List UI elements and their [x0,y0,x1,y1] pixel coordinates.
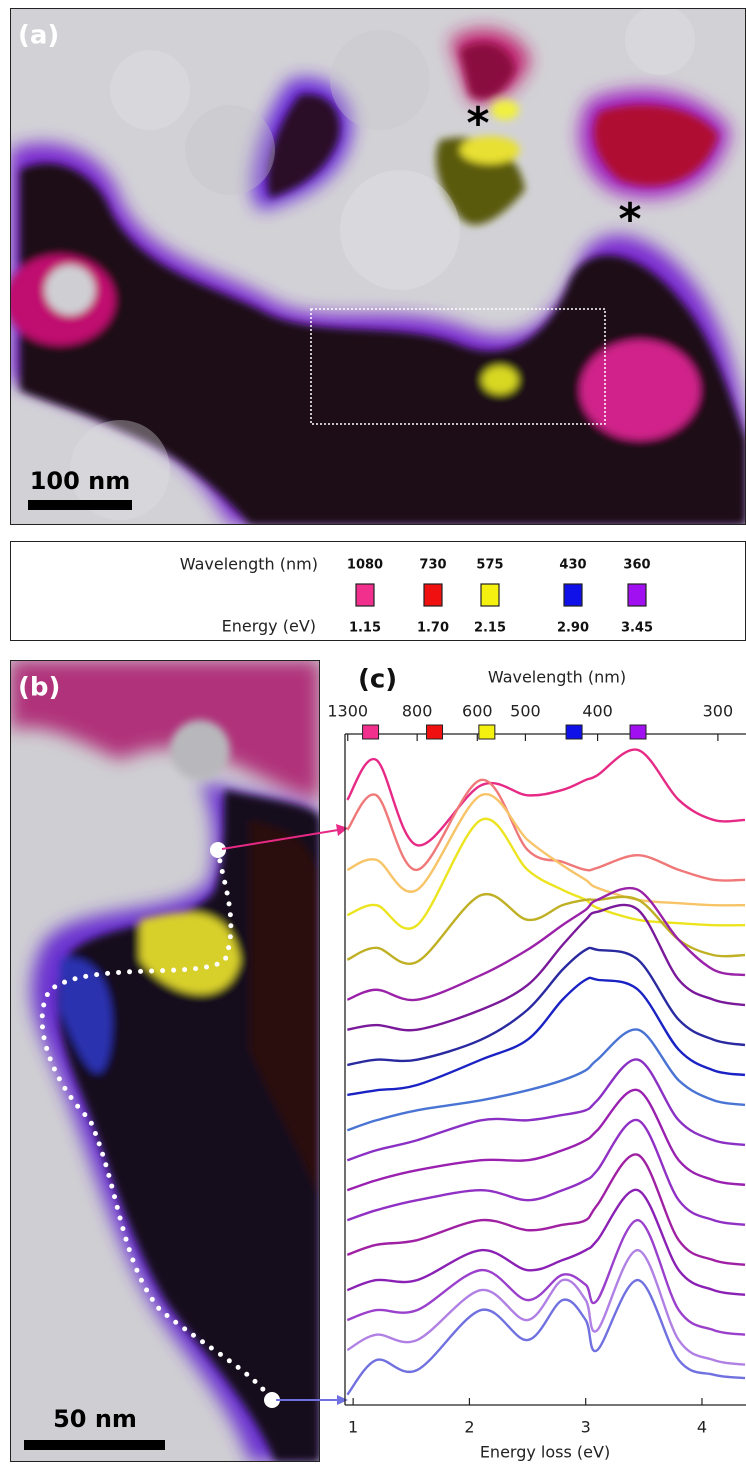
marker: * [466,98,489,149]
panel-label: (b) [18,673,60,703]
scale-bar-label: 100 nm [30,467,131,495]
x-axis-title: Energy loss (eV) [480,1443,610,1462]
spectrum-line [347,1029,745,1130]
map-image-b [10,660,320,1462]
panel-label: (c) [358,665,397,695]
legend-wavelength: 575 [476,558,503,573]
x2-tick-label: 400 [582,702,613,721]
arrow-head [337,1395,348,1405]
energy-marker [479,725,495,739]
legend-swatch [628,584,646,606]
x2-tick-label: 800 [402,702,433,721]
marker: * [618,194,641,245]
arrow-head [336,824,348,836]
scan-start [210,842,226,858]
spectrum-line [347,1059,745,1160]
legend-swatch [424,584,442,606]
chart: 1 2 3 4 1300 800 600 500 400 300 [327,702,746,1437]
scale-bar-label: 50 nm [53,1405,137,1433]
legend-swatch [481,584,499,606]
energy-marker [363,725,379,739]
legend-wavelength: 360 [623,558,650,573]
legend-wavelength: 730 [419,558,446,573]
legend-energy: 2.15 [474,621,506,636]
x-tick-label: 2 [464,1418,474,1437]
spectrum-line [347,750,745,846]
x-tick-label: 1 [348,1418,358,1437]
x-tick-label: 3 [581,1418,591,1437]
spectrum-line [347,978,745,1095]
x2-tick-label: 1300 [327,702,368,721]
energy-marker [630,725,646,739]
figure: (a) * * 100 nm Wavelength (nm) Energy (e… [0,0,746,1467]
page: (a) * * 100 nm Wavelength (nm) Energy (e… [0,0,746,1467]
spectrum-line [347,1090,745,1190]
legend-swatch [356,584,374,606]
energy-marker [427,725,443,739]
scale-bar [28,500,132,510]
x-tick-label: 4 [697,1418,707,1437]
spectrum-line [347,794,745,905]
legend-wavelength: 430 [559,558,586,573]
x2-tick-label: 300 [703,702,734,721]
legend-energy: 1.70 [417,621,449,636]
map-image-a [5,5,746,525]
x2-tick-label: 500 [510,702,541,721]
legend-wavelength-label: Wavelength (nm) [180,555,318,574]
legend-swatch [564,584,582,606]
scale-bar [24,1440,165,1450]
legend-energy-label: Energy (eV) [222,617,316,636]
x2-axis-title: Wavelength (nm) [488,668,626,687]
legend-energy: 2.90 [557,621,589,636]
legend-energy: 1.15 [349,621,381,636]
spectrum-line [347,1154,745,1264]
panel-label: (a) [18,21,59,51]
x2-tick-label: 600 [462,702,493,721]
spectrum-line [347,1280,745,1395]
energy-marker [566,725,582,739]
legend-energy: 3.45 [621,621,653,636]
legend-wavelength: 1080 [347,558,383,573]
